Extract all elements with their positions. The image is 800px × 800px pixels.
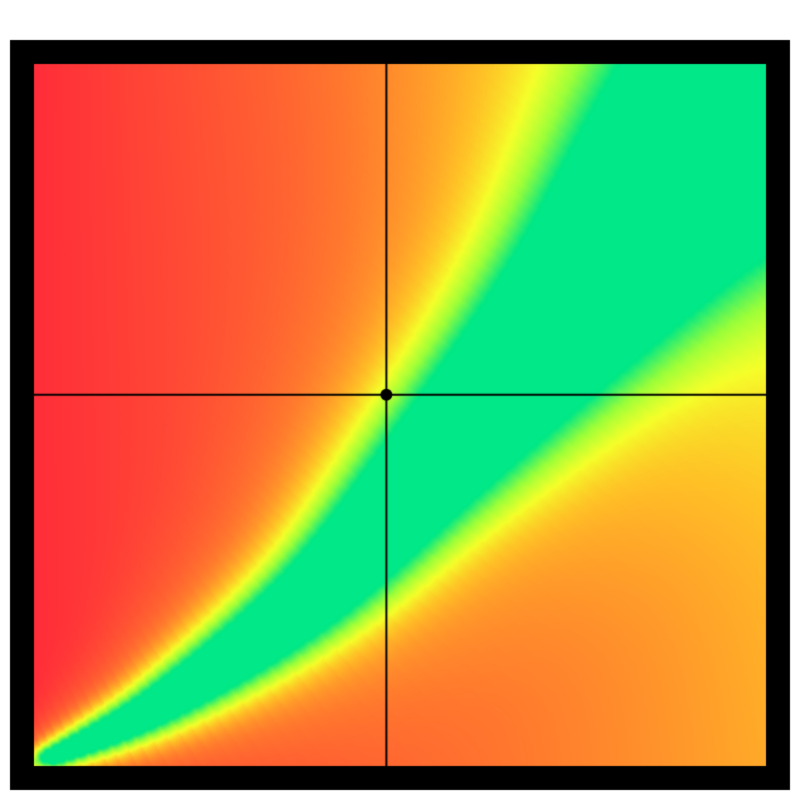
overlay-canvas: [0, 0, 800, 800]
chart-container: TheBottleneck.com: [0, 0, 800, 800]
